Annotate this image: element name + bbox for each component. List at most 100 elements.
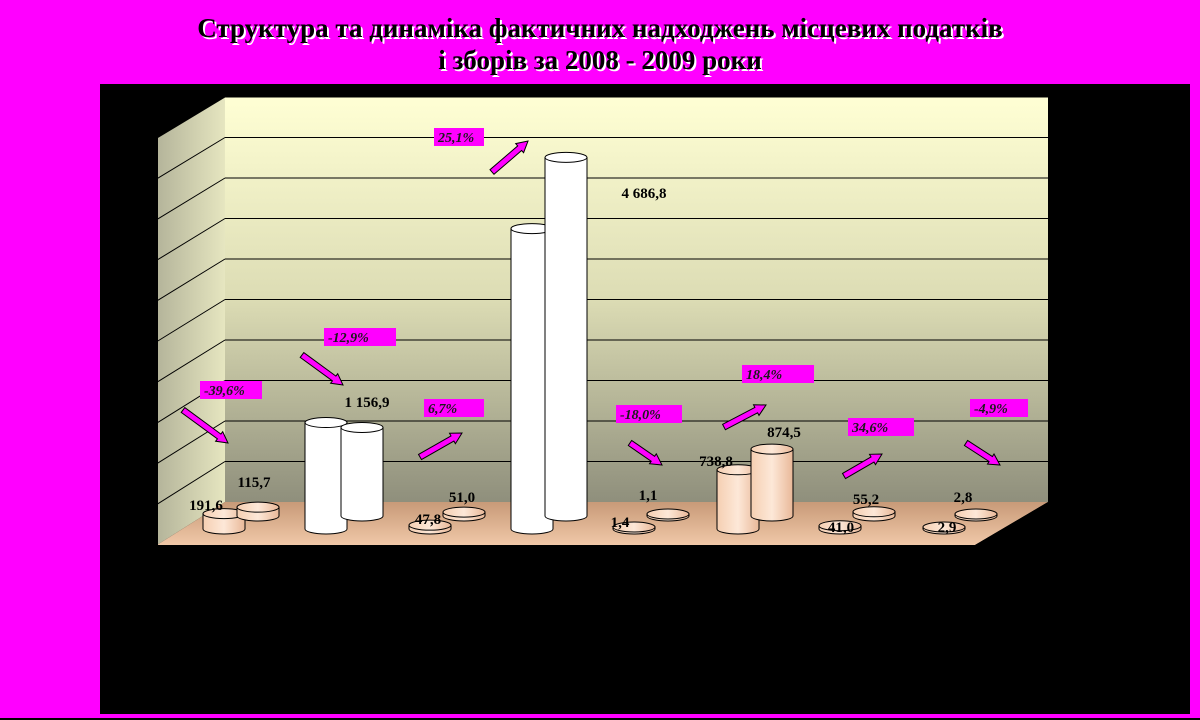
category-label: збір за видачу ордера на квартиру [587, 572, 617, 682]
change-label: -39,6% [204, 384, 245, 399]
cylinder-top [922, 521, 966, 533]
category-label-line: собак [912, 571, 927, 603]
change-label: -18,0% [620, 408, 661, 423]
cylinder-body [510, 228, 554, 535]
bar-2008 [922, 521, 966, 535]
category-label-line: збір за припаркування [380, 572, 395, 695]
legend-2008: 2008 рік [1024, 530, 1068, 544]
category-label-line: збір за видачу [587, 572, 602, 650]
gridline-side [156, 137, 226, 180]
y-tick-label: 2 500 [120, 337, 145, 349]
category-labels: податок з реклами комунальний податок збір … [182, 571, 927, 712]
chart-title-line2-shadow: і зборів за 2008 - 2009 роки [440, 47, 764, 77]
cylinder-top [304, 417, 348, 429]
category-label-line: податок з реклами [182, 572, 197, 678]
cylinder-top [340, 421, 384, 433]
category-label-line: ринковий збір [492, 572, 507, 649]
bar-2009 [646, 508, 690, 522]
category-label-line: збір за право [683, 572, 698, 645]
gridline-side [156, 339, 226, 383]
category-label: збір за припаркування автотранспорту [380, 572, 410, 695]
bar-2009 [852, 506, 896, 522]
change-label: 34,6% [851, 421, 888, 436]
change-arrows: -39,6% -12,9% 6,7% 25,1% -18,0% 18,4% 34,6% -4,… [180, 128, 1028, 480]
bar-2008 [202, 508, 246, 535]
change-badge [616, 405, 682, 423]
chart-title-line2: і зборів за 2008 - 2009 роки [438, 45, 762, 75]
bar-2009 [750, 443, 794, 522]
change-badge [424, 399, 484, 417]
data-label-2008: 738,8 [699, 454, 733, 470]
y-tick-label: 5 000 [120, 133, 145, 145]
change-arrow [417, 432, 463, 461]
floor-edge [975, 502, 1048, 548]
change-arrow [489, 140, 529, 176]
cylinder-top [442, 506, 486, 518]
change-label: 18,4% [746, 368, 782, 383]
data-label-2009: 4 686,8 [622, 186, 667, 202]
data-label-2009: 2,8 [954, 490, 973, 506]
bar-2009 [954, 508, 998, 522]
bar-2008 [510, 223, 554, 535]
chart-title: Структура та динаміка фактичних надходже… [197, 13, 1002, 43]
bar-2008 [304, 417, 348, 535]
change-badge [434, 128, 484, 146]
data-label-2008: 1,4 [611, 515, 630, 531]
bar-2008 [612, 521, 656, 535]
data-label-2009: 874,5 [767, 425, 801, 441]
change-arrow [180, 406, 229, 444]
data-label-2009: 1 156,9 [345, 395, 390, 411]
legend-2009: 2009 рік [1060, 509, 1104, 523]
y-tick-label: 0 [140, 540, 146, 552]
cylinder-body [716, 469, 760, 535]
change-badge [742, 365, 814, 383]
bar-2009 [442, 506, 486, 522]
category-label: збір за видачу дозволу з розміщення об'єк… [785, 572, 830, 713]
change-arrow [963, 439, 1001, 466]
cylinder-top [750, 443, 794, 455]
bars [202, 151, 998, 535]
category-label: податок з реклами [182, 572, 197, 678]
category-label-line: податок [292, 571, 307, 620]
floor [157, 502, 1048, 545]
y-tick-label: 2 000 [120, 377, 145, 389]
category-label: ринковий збір [492, 572, 507, 649]
bar-2008 [408, 519, 452, 535]
category-label-line: комунальний [277, 572, 292, 642]
y-tick-label: 4 500 [120, 174, 145, 186]
gridline-side [156, 258, 226, 302]
category-label-line: торгівлі та сфери послуг [815, 572, 830, 712]
category-label: комунальний податок [277, 571, 307, 642]
gridline-side [156, 299, 226, 342]
cylinder-top [818, 520, 862, 532]
change-badge [200, 381, 262, 399]
category-label-line: збір з власників [897, 572, 912, 659]
category-label-line: автотранспорту [395, 572, 410, 669]
category-label-line: збір за видачу дозволу [785, 572, 800, 694]
gridline-side [156, 96, 226, 139]
cylinder-top [544, 151, 588, 163]
change-badge [848, 418, 914, 436]
change-label: 6,7% [428, 402, 457, 417]
change-arrow [721, 404, 767, 431]
bar-2008 [716, 464, 760, 535]
y-tick-label: 3 500 [120, 255, 145, 267]
change-arrow [299, 351, 344, 386]
change-label: -12,9% [328, 331, 369, 346]
change-arrow [841, 453, 883, 480]
y-tick-label: 1 000 [120, 459, 145, 471]
bar-2008 [818, 520, 862, 535]
bar-2009 [340, 421, 384, 522]
chart-title-shadow: Структура та динаміка фактичних надходже… [199, 15, 1004, 45]
category-label-line: використання [698, 572, 713, 650]
data-label-2009: 1,1 [639, 488, 658, 504]
cylinder-top [236, 501, 280, 513]
gridline-side [156, 218, 226, 261]
cylinder-body [304, 422, 348, 535]
category-label-line: з розміщення об'єктів [800, 572, 815, 695]
category-label-line: місцевої символіки [713, 572, 728, 677]
data-label-2009: 55,2 [853, 492, 879, 508]
data-label-2008: 47,8 [415, 512, 441, 528]
value-labels: 191,6 115,7 1 156,9 47,8 51,0 4 686,8 1,4 1,1 73… [189, 186, 972, 536]
